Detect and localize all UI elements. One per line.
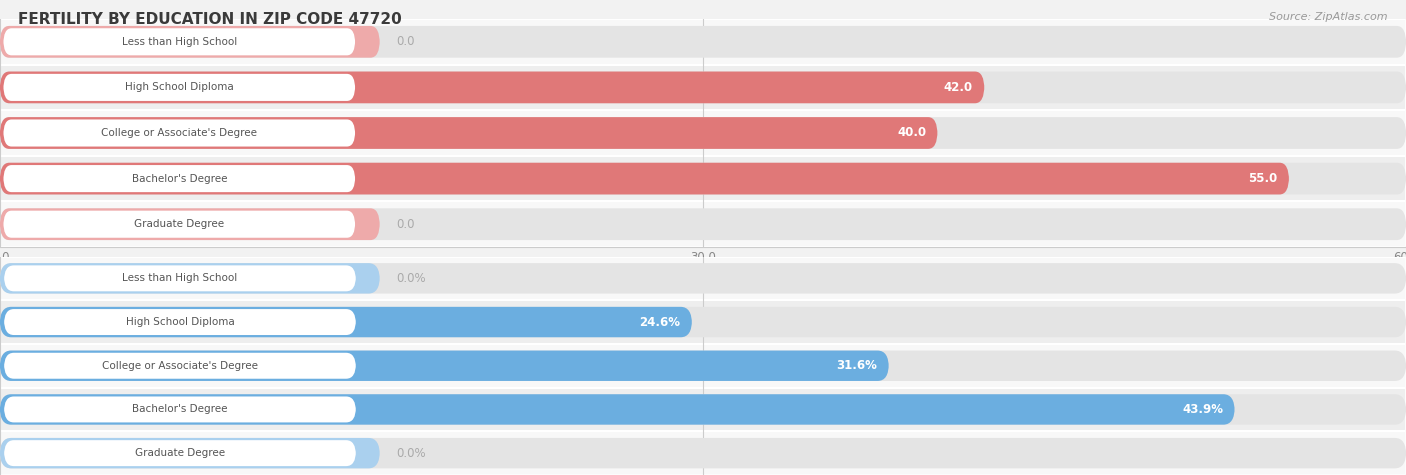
- FancyBboxPatch shape: [0, 307, 692, 337]
- FancyBboxPatch shape: [0, 344, 1406, 388]
- Text: Less than High School: Less than High School: [122, 37, 236, 47]
- FancyBboxPatch shape: [4, 440, 356, 466]
- FancyBboxPatch shape: [0, 394, 1406, 425]
- FancyBboxPatch shape: [0, 117, 1406, 149]
- FancyBboxPatch shape: [0, 388, 1406, 431]
- FancyBboxPatch shape: [0, 438, 380, 468]
- FancyBboxPatch shape: [4, 397, 356, 422]
- Text: Bachelor's Degree: Bachelor's Degree: [132, 173, 226, 184]
- FancyBboxPatch shape: [0, 263, 380, 294]
- FancyBboxPatch shape: [3, 165, 356, 192]
- FancyBboxPatch shape: [0, 72, 984, 103]
- Text: High School Diploma: High School Diploma: [125, 317, 235, 327]
- Text: 42.0: 42.0: [943, 81, 973, 94]
- FancyBboxPatch shape: [3, 28, 356, 56]
- FancyBboxPatch shape: [0, 19, 1406, 65]
- FancyBboxPatch shape: [0, 163, 1406, 194]
- FancyBboxPatch shape: [0, 256, 1406, 300]
- FancyBboxPatch shape: [4, 353, 356, 379]
- FancyBboxPatch shape: [0, 209, 1406, 240]
- FancyBboxPatch shape: [0, 117, 938, 149]
- Text: Bachelor's Degree: Bachelor's Degree: [132, 404, 228, 415]
- Text: 31.6%: 31.6%: [837, 359, 877, 372]
- FancyBboxPatch shape: [4, 309, 356, 335]
- FancyBboxPatch shape: [0, 431, 1406, 475]
- FancyBboxPatch shape: [0, 300, 1406, 344]
- FancyBboxPatch shape: [0, 156, 1406, 201]
- Text: Graduate Degree: Graduate Degree: [134, 219, 225, 229]
- FancyBboxPatch shape: [0, 65, 1406, 110]
- Text: 40.0: 40.0: [897, 126, 927, 140]
- Text: College or Associate's Degree: College or Associate's Degree: [103, 361, 257, 371]
- Text: 0.0: 0.0: [396, 218, 415, 231]
- Text: 0.0: 0.0: [396, 35, 415, 48]
- FancyBboxPatch shape: [0, 263, 1406, 294]
- Text: 24.6%: 24.6%: [640, 315, 681, 329]
- FancyBboxPatch shape: [0, 26, 1406, 57]
- FancyBboxPatch shape: [0, 110, 1406, 156]
- FancyBboxPatch shape: [0, 351, 1406, 381]
- FancyBboxPatch shape: [0, 438, 1406, 468]
- FancyBboxPatch shape: [0, 351, 889, 381]
- Text: High School Diploma: High School Diploma: [125, 82, 233, 93]
- FancyBboxPatch shape: [0, 394, 1234, 425]
- FancyBboxPatch shape: [4, 266, 356, 291]
- Text: 0.0%: 0.0%: [396, 446, 426, 460]
- Text: College or Associate's Degree: College or Associate's Degree: [101, 128, 257, 138]
- FancyBboxPatch shape: [0, 307, 1406, 337]
- Text: Less than High School: Less than High School: [122, 273, 238, 284]
- FancyBboxPatch shape: [0, 72, 1406, 103]
- Text: FERTILITY BY EDUCATION IN ZIP CODE 47720: FERTILITY BY EDUCATION IN ZIP CODE 47720: [18, 12, 402, 27]
- Text: 43.9%: 43.9%: [1182, 403, 1223, 416]
- Text: Graduate Degree: Graduate Degree: [135, 448, 225, 458]
- FancyBboxPatch shape: [3, 119, 356, 147]
- FancyBboxPatch shape: [0, 163, 1289, 194]
- Text: Source: ZipAtlas.com: Source: ZipAtlas.com: [1270, 12, 1388, 22]
- Text: 55.0: 55.0: [1249, 172, 1278, 185]
- FancyBboxPatch shape: [0, 26, 380, 57]
- FancyBboxPatch shape: [3, 74, 356, 101]
- FancyBboxPatch shape: [0, 209, 380, 240]
- FancyBboxPatch shape: [0, 201, 1406, 247]
- FancyBboxPatch shape: [3, 210, 356, 238]
- Text: 0.0%: 0.0%: [396, 272, 426, 285]
